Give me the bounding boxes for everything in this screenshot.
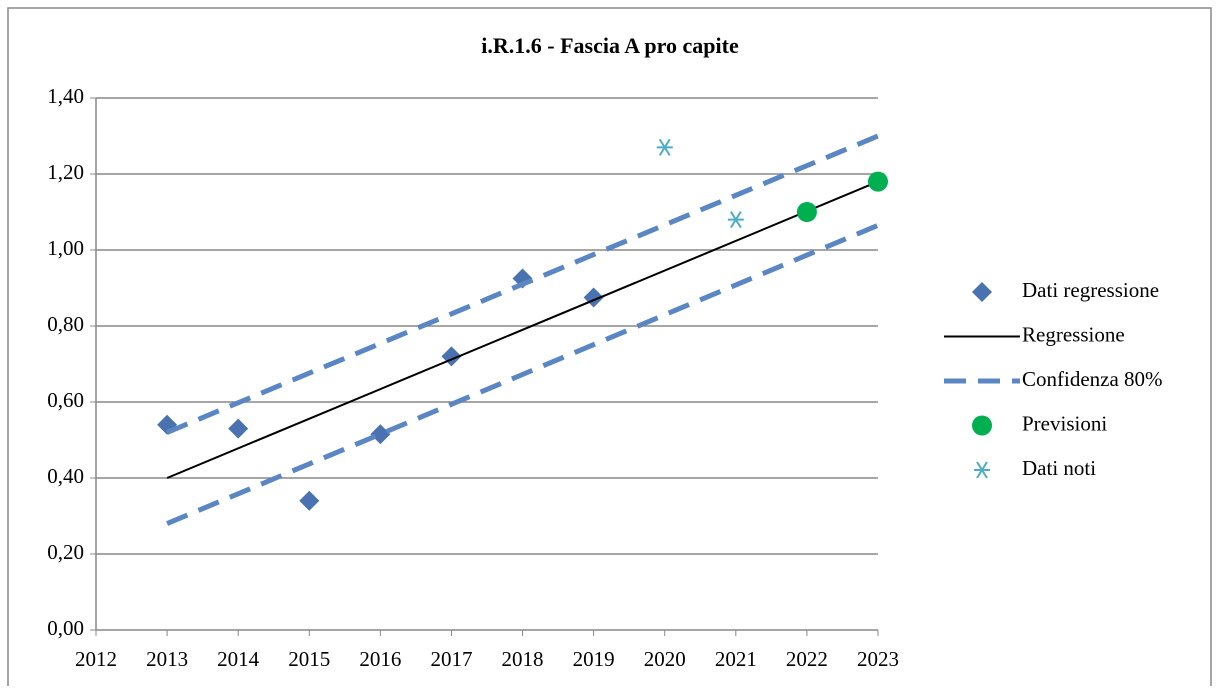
y-tick-label: 1,40: [47, 84, 84, 108]
star-stroke: [729, 211, 742, 229]
legend-label: Dati regressione: [1022, 278, 1159, 302]
x-tick-label: 2012: [75, 647, 117, 671]
diamond-marker: [299, 490, 320, 511]
x-tick-label: 2020: [644, 647, 686, 671]
y-tick-label: 0,60: [47, 388, 84, 412]
circle-marker: [972, 415, 992, 436]
y-tick-label: 0,80: [47, 312, 84, 336]
line: [166, 180, 879, 479]
star-stroke: [976, 461, 988, 479]
legend-label: Previsioni: [1022, 411, 1107, 435]
star-marker: [974, 461, 990, 479]
diamond-marker: [972, 282, 992, 302]
legend-label: Dati noti: [1022, 456, 1096, 480]
legend-label: Confidenza 80%: [1022, 367, 1163, 391]
star-marker: [727, 211, 744, 229]
y-tick-label: 0,00: [47, 616, 84, 640]
y-tick-label: 0,20: [47, 540, 84, 564]
line: [166, 133, 879, 435]
legend-label: Regressione: [1022, 322, 1125, 346]
line-lower: [166, 222, 879, 526]
x-tick-label: 2018: [502, 647, 544, 671]
star-stroke: [658, 138, 671, 156]
x-tick-label: 2014: [217, 647, 260, 671]
circle-marker: [868, 171, 888, 192]
x-tick-label: 2013: [146, 647, 188, 671]
x-tick-label: 2016: [359, 647, 401, 671]
y-tick-label: 1,00: [47, 236, 84, 260]
x-tick-label: 2019: [573, 647, 615, 671]
x-tick-label: 2017: [430, 647, 472, 671]
chart-title: i.R.1.6 - Fascia A pro capite: [481, 33, 739, 58]
star-marker: [656, 138, 673, 156]
x-tick-label: 2015: [288, 647, 330, 671]
y-tick-label: 0,40: [47, 464, 84, 488]
diamond-marker: [370, 424, 391, 445]
x-tick-label: 2022: [786, 647, 828, 671]
y-tick-label: 1,20: [47, 160, 84, 184]
diamond-marker: [228, 418, 249, 439]
chart-border: [7, 7, 1212, 691]
x-tick-label: 2023: [857, 647, 899, 671]
circle-marker: [796, 202, 817, 222]
x-tick-label: 2021: [715, 647, 757, 671]
